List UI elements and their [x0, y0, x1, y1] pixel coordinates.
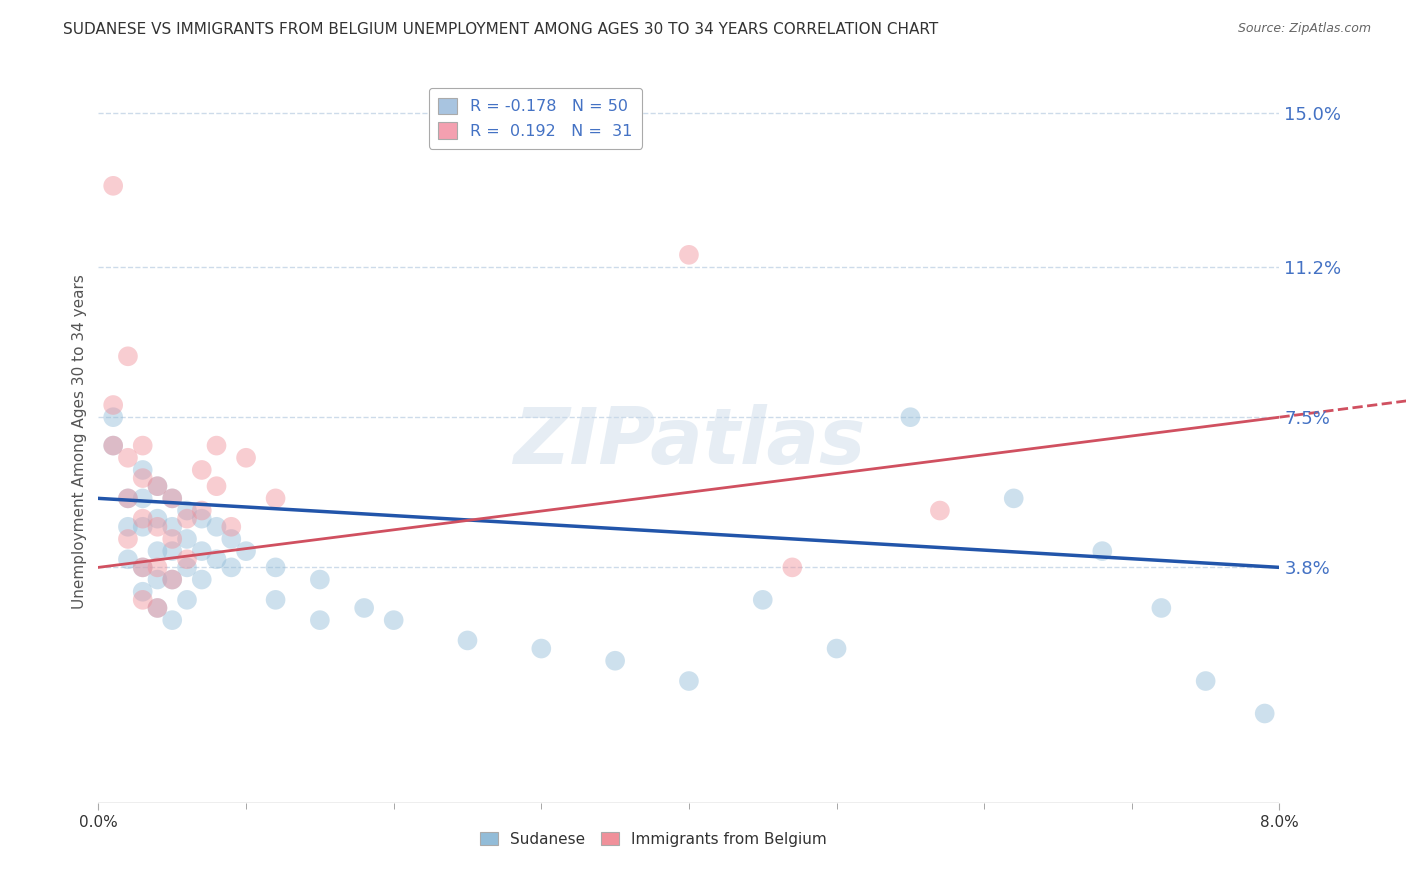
Point — [605, 654, 627, 668]
Point — [929, 503, 952, 517]
Point — [176, 503, 198, 517]
Point — [825, 641, 848, 656]
Point — [117, 552, 139, 566]
Point — [235, 544, 257, 558]
Point — [353, 601, 375, 615]
Point — [146, 520, 169, 534]
Point — [162, 613, 183, 627]
Y-axis label: Unemployment Among Ages 30 to 34 years: Unemployment Among Ages 30 to 34 years — [72, 274, 87, 609]
Point — [1002, 491, 1025, 506]
Point — [162, 491, 183, 506]
Point — [162, 544, 183, 558]
Point — [103, 410, 125, 425]
Point — [132, 463, 155, 477]
Point — [103, 178, 125, 193]
Point — [176, 560, 198, 574]
Point — [162, 491, 183, 506]
Point — [103, 398, 125, 412]
Point — [264, 491, 287, 506]
Point — [146, 601, 169, 615]
Point — [309, 613, 332, 627]
Point — [1150, 601, 1173, 615]
Point — [132, 491, 155, 506]
Point — [678, 673, 700, 688]
Point — [530, 641, 553, 656]
Point — [264, 560, 287, 574]
Point — [205, 479, 228, 493]
Text: Source: ZipAtlas.com: Source: ZipAtlas.com — [1237, 22, 1371, 36]
Point — [235, 450, 257, 465]
Point — [162, 532, 183, 546]
Point — [191, 511, 214, 525]
Point — [191, 503, 214, 517]
Point — [191, 463, 214, 477]
Point — [309, 573, 332, 587]
Point — [132, 584, 155, 599]
Point — [191, 573, 214, 587]
Point — [146, 601, 169, 615]
Point — [132, 592, 155, 607]
Point — [782, 560, 804, 574]
Point — [221, 560, 243, 574]
Point — [132, 560, 155, 574]
Point — [146, 479, 169, 493]
Point — [146, 560, 169, 574]
Point — [132, 511, 155, 525]
Point — [146, 479, 169, 493]
Point — [117, 491, 139, 506]
Point — [264, 592, 287, 607]
Point — [457, 633, 479, 648]
Point — [146, 573, 169, 587]
Point — [221, 520, 243, 534]
Legend: Sudanese, Immigrants from Belgium: Sudanese, Immigrants from Belgium — [474, 826, 834, 853]
Point — [103, 439, 125, 453]
Point — [205, 439, 228, 453]
Point — [117, 450, 139, 465]
Point — [132, 520, 155, 534]
Text: ZIPatlas: ZIPatlas — [513, 403, 865, 480]
Point — [752, 592, 775, 607]
Point — [176, 532, 198, 546]
Point — [382, 613, 405, 627]
Point — [162, 573, 183, 587]
Point — [176, 552, 198, 566]
Point — [205, 552, 228, 566]
Point — [900, 410, 922, 425]
Point — [103, 439, 125, 453]
Point — [117, 532, 139, 546]
Point — [162, 573, 183, 587]
Point — [117, 491, 139, 506]
Point — [221, 532, 243, 546]
Point — [191, 544, 214, 558]
Point — [146, 544, 169, 558]
Point — [117, 520, 139, 534]
Point — [1254, 706, 1277, 721]
Point — [117, 349, 139, 363]
Point — [132, 560, 155, 574]
Point — [176, 592, 198, 607]
Point — [678, 248, 700, 262]
Point — [176, 511, 198, 525]
Point — [162, 520, 183, 534]
Text: SUDANESE VS IMMIGRANTS FROM BELGIUM UNEMPLOYMENT AMONG AGES 30 TO 34 YEARS CORRE: SUDANESE VS IMMIGRANTS FROM BELGIUM UNEM… — [63, 22, 939, 37]
Point — [205, 520, 228, 534]
Point — [1195, 673, 1218, 688]
Point — [1091, 544, 1114, 558]
Point — [132, 471, 155, 485]
Point — [146, 511, 169, 525]
Point — [132, 439, 155, 453]
